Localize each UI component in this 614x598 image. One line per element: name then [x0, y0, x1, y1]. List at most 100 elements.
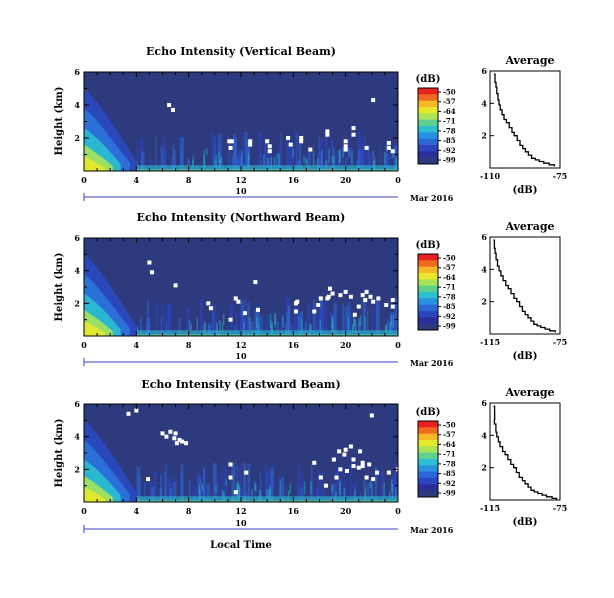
colorbar-tick-label: -71: [443, 450, 456, 459]
missing-data-cell: [180, 439, 185, 444]
date-axis-northward: 10 Mar 2016: [83, 351, 454, 368]
missing-data-cell: [390, 298, 395, 303]
x-tick-label: -75: [553, 503, 567, 513]
missing-data-cell: [371, 299, 376, 304]
missing-data-cell: [177, 437, 182, 442]
x-tick-label: 12: [235, 175, 246, 185]
date-label: 10: [235, 518, 247, 528]
colorbar-swatch: [418, 490, 438, 498]
missing-data-cell: [371, 477, 376, 482]
missing-data-cell: [390, 149, 395, 154]
missing-data-cell: [330, 291, 335, 296]
y-tick-label: 2: [74, 298, 80, 308]
missing-data-cell: [147, 260, 152, 265]
colorbar-swatch: [418, 88, 438, 95]
colorbar-swatch: [418, 304, 438, 312]
y-tick-label: 2: [481, 131, 487, 141]
colorbar-tick-label: -92: [443, 146, 456, 155]
missing-data-cell: [324, 483, 329, 488]
average-profile-northward: 6 4 2 -115 -75 (dB): [480, 232, 567, 362]
missing-data-cell: [253, 280, 258, 285]
average-title-northward: Average: [504, 220, 554, 233]
missing-data-cell: [364, 475, 369, 480]
colorbar-tick-label: -99: [443, 156, 456, 165]
colorbar-tick-label: -50: [443, 421, 456, 430]
missing-data-cell: [327, 286, 332, 291]
missing-data-cell: [299, 139, 304, 144]
x-tick-label: 4: [134, 340, 140, 350]
missing-data-cell: [344, 468, 349, 473]
average-profile-line: [493, 239, 556, 333]
missing-data-cell: [286, 136, 291, 140]
missing-data-cell: [375, 470, 380, 475]
colorbar-tick-label: -78: [443, 292, 456, 301]
missing-data-cell: [168, 429, 173, 434]
y-tick-label: 4: [481, 98, 487, 108]
x-tick-label: 0: [81, 175, 87, 185]
missing-data-cell: [318, 475, 323, 480]
intensity-field: [84, 72, 398, 171]
colorbar-tick-label: -85: [443, 302, 456, 311]
missing-data-cell: [334, 475, 339, 480]
x-tick-label: 0: [395, 340, 401, 350]
y-tick-label: 6: [481, 232, 487, 242]
y-tick-label: 6: [74, 67, 80, 77]
missing-data-cell: [206, 301, 211, 306]
colorbar-tick-label: -85: [443, 136, 456, 145]
missing-data-cell: [173, 283, 178, 288]
missing-data-cell: [146, 477, 151, 482]
missing-data-cell: [343, 144, 348, 149]
missing-data-cell: [390, 304, 395, 309]
colorbar-swatch: [418, 459, 438, 466]
missing-data-cell: [208, 306, 213, 311]
missing-data-cell: [348, 444, 353, 449]
y-tick-label: 4: [481, 430, 487, 440]
missing-data-cell: [368, 294, 373, 299]
colorbar-swatch: [418, 279, 438, 287]
y-tick-label: 6: [74, 233, 80, 243]
missing-data-cell: [318, 296, 323, 301]
missing-data-cell: [384, 302, 389, 307]
missing-data-cell: [351, 464, 356, 469]
colorbar-swatch: [418, 266, 438, 274]
y-tick-label: 6: [481, 398, 487, 408]
colorbar-northward: (dB)-50-57-64-71-78-85-92-99: [416, 240, 456, 331]
colorbar-swatch: [418, 285, 438, 293]
average-title-eastward: Average: [504, 386, 554, 399]
missing-data-cell: [325, 296, 330, 301]
missing-data-cell: [367, 462, 372, 467]
x-tick-label: 20: [340, 506, 352, 516]
missing-data-cell: [338, 467, 343, 472]
month-year-label: Mar 2016: [410, 525, 454, 535]
missing-data-cell: [242, 311, 247, 316]
month-year-label: Mar 2016: [410, 193, 454, 203]
x-tick-label: 4: [134, 175, 140, 185]
colorbar-swatch: [418, 138, 438, 146]
missing-data-cell: [363, 298, 368, 303]
missing-data-cell: [342, 452, 347, 457]
missing-data-cell: [170, 107, 175, 112]
missing-data-cell: [356, 304, 361, 309]
colorbar-swatch: [418, 446, 438, 454]
colorbar-swatch: [418, 132, 438, 140]
ylabel-northward: Height (km): [54, 253, 65, 322]
colorbar-tick-label: -78: [443, 459, 456, 468]
heatmap-title-eastward: Echo Intensity (Eastward Beam): [141, 378, 340, 391]
average-xlabel: (dB): [513, 517, 538, 528]
colorbar-tick-label: -92: [443, 479, 456, 488]
missing-data-cell: [299, 136, 304, 140]
x-tick-label: -75: [553, 337, 567, 347]
colorbar-tick-label: -64: [443, 107, 456, 116]
missing-data-cell: [164, 434, 169, 439]
missing-data-cell: [267, 144, 272, 149]
colorbar-swatch: [418, 94, 438, 102]
x-tick-label: -115: [480, 337, 500, 347]
missing-data-cell: [229, 139, 234, 144]
colorbar-swatch: [418, 273, 438, 280]
ylabel-vertical: Height (km): [54, 87, 65, 156]
x-tick-label: -115: [480, 503, 500, 513]
colorbar-swatch: [418, 465, 438, 473]
colorbar-swatch: [418, 471, 438, 479]
colorbar-tick-label: -64: [443, 440, 456, 449]
missing-data-cell: [351, 126, 356, 131]
